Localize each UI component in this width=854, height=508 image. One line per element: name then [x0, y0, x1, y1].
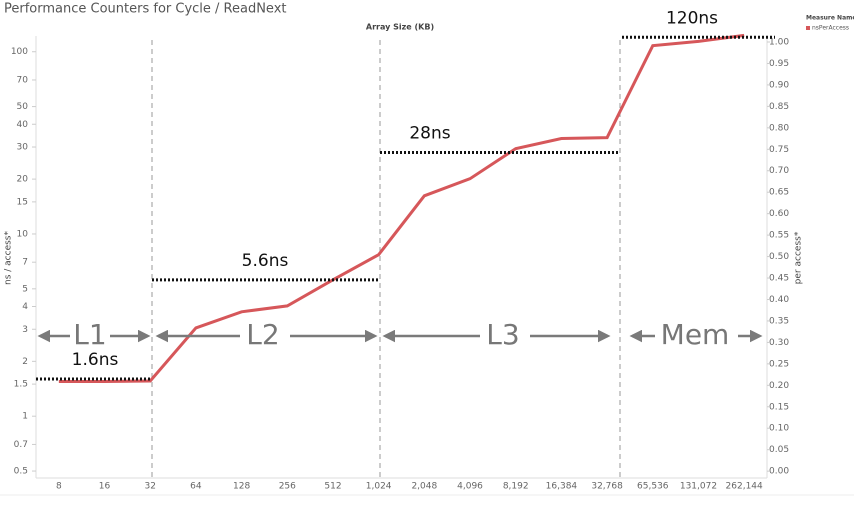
y2-tick-label: 0.90 [769, 80, 789, 90]
y2-tick-label: 0.65 [769, 188, 789, 198]
x-tick-label: 32 [144, 482, 155, 492]
y-tick-label: 50 [17, 102, 29, 112]
y-tick-label: 30 [17, 143, 29, 153]
y2-tick-label: 0.50 [769, 252, 789, 262]
y-tick-label: 1 [22, 412, 28, 422]
y2-tick-label: 0.25 [769, 359, 789, 369]
x-tick-label: 32,768 [591, 482, 623, 492]
x-tick-label: 128 [233, 482, 250, 492]
legend-swatch [806, 26, 810, 30]
y-tick-label: 5 [22, 284, 28, 294]
x-tick-label: 512 [324, 482, 341, 492]
y2-tick-label: 0.00 [769, 467, 789, 477]
y2-tick-label: 0.55 [769, 231, 789, 241]
region-label: L3 [486, 318, 519, 351]
y-tick-label: 0.7 [14, 440, 28, 450]
x-tick-label: 131,072 [680, 482, 717, 492]
y-tick-label: 7 [22, 258, 28, 268]
y-tick-label: 10 [17, 229, 29, 239]
y2-tick-label: 1.00 [769, 38, 789, 48]
y2-tick-label: 0.40 [769, 295, 789, 305]
y-tick-label: 1.5 [14, 380, 28, 390]
y-tick-label: 100 [11, 47, 28, 57]
y2-tick-label: 0.70 [769, 166, 789, 176]
x-tick-label: 65,536 [637, 482, 669, 492]
region-label: Mem [661, 318, 730, 351]
x-tick-label: 256 [279, 482, 296, 492]
x-tick-label: 8,192 [503, 482, 529, 492]
y2-tick-label: 0.95 [769, 59, 789, 69]
y2-tick-label: 0.05 [769, 445, 789, 455]
y2-tick-label: 0.20 [769, 381, 789, 391]
region-label: L1 [73, 318, 106, 351]
y2-tick-label: 0.75 [769, 145, 789, 155]
x-tick-label: 8 [56, 482, 62, 492]
x-axis-title: Array Size (KB) [366, 23, 434, 32]
y2-tick-label: 0.15 [769, 402, 789, 412]
y2-axis-title: per access* [794, 231, 804, 284]
y-tick-label: 4 [22, 302, 28, 312]
x-tick-label: 16 [99, 482, 111, 492]
x-tick-label: 262,144 [726, 482, 763, 492]
y-tick-label: 15 [17, 197, 28, 207]
region-label: L2 [246, 318, 279, 351]
x-tick-label: 64 [190, 482, 202, 492]
annotation-label: 28ns [409, 123, 450, 143]
y-tick-label: 40 [17, 120, 29, 130]
x-tick-label: 1,024 [366, 482, 392, 492]
y-tick-label: 2 [22, 357, 28, 367]
y2-tick-label: 0.85 [769, 102, 789, 112]
y2-tick-label: 0.60 [769, 209, 789, 219]
x-tick-label: 4,096 [457, 482, 483, 492]
y-axis-title: ns / access* [4, 231, 14, 285]
y2-tick-label: 0.35 [769, 316, 789, 326]
y2-tick-label: 0.80 [769, 123, 789, 133]
y-tick-label: 70 [17, 75, 29, 85]
series-line [58, 33, 745, 384]
annotation-label: 1.6ns [72, 350, 119, 370]
legend-label: nsPerAccess [812, 25, 849, 32]
annotation-label: 120ns [666, 8, 718, 28]
legend-title: Measure Names [806, 15, 854, 22]
x-tick-label: 16,384 [546, 482, 578, 492]
y2-tick-label: 0.30 [769, 338, 789, 348]
chart-title: Performance Counters for Cycle / ReadNex… [4, 2, 287, 17]
annotation-label: 5.6ns [242, 251, 289, 271]
y2-tick-label: 0.10 [769, 424, 789, 434]
y2-tick-label: 0.45 [769, 274, 789, 284]
x-tick-label: 2,048 [411, 482, 437, 492]
y-tick-label: 3 [22, 325, 28, 335]
y-tick-label: 0.5 [14, 467, 28, 477]
y-tick-label: 20 [17, 175, 29, 185]
